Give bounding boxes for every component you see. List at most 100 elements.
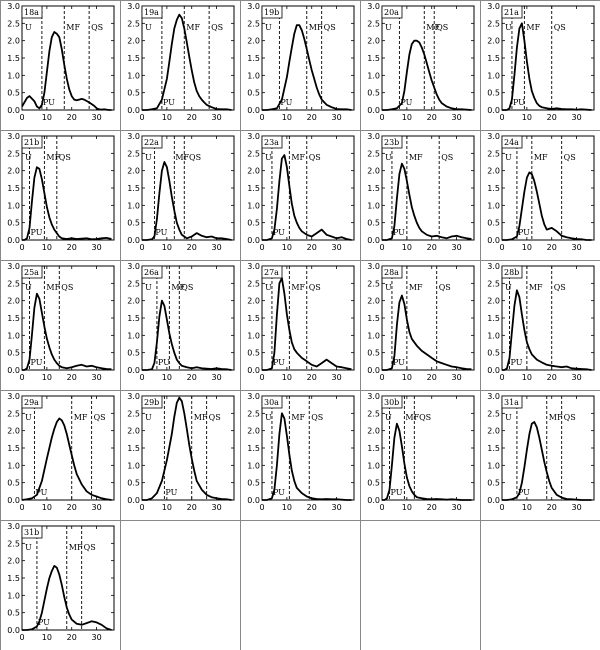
y-tick-label: 1.5 bbox=[487, 54, 500, 63]
region-label-qs: QS bbox=[91, 23, 103, 32]
x-tick-label: 20 bbox=[427, 373, 437, 382]
y-tick-label: 3.0 bbox=[247, 132, 260, 141]
y-tick-label: 2.0 bbox=[127, 167, 140, 176]
panel-label: 22a bbox=[144, 138, 159, 147]
region-label-qs: QS bbox=[59, 153, 71, 162]
region-label-mf: MF bbox=[69, 543, 83, 552]
x-tick-label: 20 bbox=[427, 503, 437, 512]
x-tick-label: 30 bbox=[572, 503, 582, 512]
region-label-u: U bbox=[145, 413, 152, 422]
panel-label-box bbox=[261, 395, 283, 409]
y-tick-label: 0.5 bbox=[247, 219, 260, 228]
y-tick-label: 3.0 bbox=[367, 132, 380, 141]
region-label-u: U bbox=[25, 283, 32, 292]
x-tick-label: 30 bbox=[212, 503, 222, 512]
x-tick-label: 10 bbox=[402, 503, 412, 512]
distribution-curve bbox=[22, 565, 112, 631]
y-tick-label: 3.0 bbox=[367, 2, 380, 11]
y-tick-label: 3.0 bbox=[7, 522, 20, 531]
x-tick-label: 20 bbox=[67, 113, 77, 122]
panel-31b: 0.0 0.5 1.0 1.5 2.0 2.5 3.0 0 10 20 30 U PU MF QS 31b bbox=[7, 522, 115, 642]
region-label-pu: PU bbox=[513, 98, 525, 107]
panel-label: 23a bbox=[264, 138, 279, 147]
y-tick-label: 0.5 bbox=[7, 89, 20, 98]
y-tick-label: 0.0 bbox=[367, 106, 380, 115]
y-tick-label: 1.0 bbox=[487, 71, 500, 80]
y-tick-label: 2.5 bbox=[487, 279, 500, 288]
panel-21b: 0.0 0.5 1.0 1.5 2.0 2.5 3.0 0 10 20 30 U PU MFQS 21b bbox=[7, 132, 115, 252]
y-tick-label: 2.0 bbox=[7, 557, 20, 566]
distribution-curve bbox=[502, 22, 592, 111]
panel-label: 24a bbox=[504, 138, 519, 147]
region-label-mf: MF bbox=[291, 283, 305, 292]
x-tick-label: 30 bbox=[92, 243, 102, 252]
y-tick-label: 2.0 bbox=[367, 167, 380, 176]
x-tick-label: 20 bbox=[547, 243, 557, 252]
region-label-u: U bbox=[25, 413, 32, 422]
x-tick-label: 0 bbox=[139, 113, 144, 122]
region-label-u: U bbox=[265, 413, 272, 422]
region-label-u: U bbox=[265, 23, 272, 32]
x-tick-label: 30 bbox=[572, 113, 582, 122]
region-label-mf: MF bbox=[171, 283, 185, 292]
y-tick-label: 3.0 bbox=[127, 2, 140, 11]
y-tick-label: 1.5 bbox=[127, 314, 140, 323]
y-tick-label: 2.0 bbox=[7, 167, 20, 176]
x-tick-label: 0 bbox=[379, 243, 384, 252]
y-tick-label: 1.5 bbox=[127, 184, 140, 193]
distribution-curve bbox=[502, 289, 592, 371]
region-label-pu: PU bbox=[518, 228, 530, 237]
x-tick-label: 10 bbox=[42, 503, 52, 512]
panel-30b: 0.0 0.5 1.0 1.5 2.0 2.5 3.0 0 10 20 30 U PU MFQS 30b bbox=[367, 392, 475, 512]
axes-frame bbox=[21, 5, 115, 111]
x-tick-label: 0 bbox=[19, 633, 24, 642]
y-tick-label: 1.5 bbox=[367, 54, 380, 63]
y-tick-label: 3.0 bbox=[487, 392, 500, 401]
panel-label-box bbox=[21, 5, 43, 19]
y-tick-label: 0.5 bbox=[127, 219, 140, 228]
region-label-mf: MF bbox=[291, 153, 305, 162]
y-tick-label: 2.5 bbox=[7, 409, 20, 418]
region-label-pu: PU bbox=[35, 488, 47, 497]
y-tick-label: 2.0 bbox=[7, 297, 20, 306]
x-tick-label: 10 bbox=[402, 243, 412, 252]
panel-label: 21a bbox=[504, 8, 519, 17]
panel-label: 30b bbox=[384, 398, 399, 407]
y-tick-label: 1.5 bbox=[247, 54, 260, 63]
x-tick-label: 0 bbox=[139, 243, 144, 252]
y-tick-label: 2.0 bbox=[127, 427, 140, 436]
x-tick-label: 20 bbox=[187, 373, 197, 382]
distribution-curve bbox=[142, 396, 232, 501]
axes-frame bbox=[21, 135, 115, 241]
distribution-curve bbox=[21, 31, 112, 111]
y-tick-label: 0.0 bbox=[127, 236, 140, 245]
region-label-pu: PU bbox=[165, 488, 177, 497]
panel-label: 18a bbox=[24, 8, 39, 17]
region-label-pu: PU bbox=[393, 358, 405, 367]
y-tick-label: 1.5 bbox=[487, 314, 500, 323]
y-tick-label: 3.0 bbox=[247, 262, 260, 271]
y-tick-label: 2.5 bbox=[247, 279, 260, 288]
y-tick-label: 0.0 bbox=[127, 496, 140, 505]
region-label-pu: PU bbox=[510, 358, 522, 367]
y-tick-label: 1.0 bbox=[127, 201, 140, 210]
distribution-curve bbox=[142, 299, 232, 371]
y-tick-label: 1.0 bbox=[7, 71, 20, 80]
x-tick-label: 10 bbox=[42, 243, 52, 252]
x-tick-label: 20 bbox=[427, 243, 437, 252]
region-label-qs: QS bbox=[211, 23, 223, 32]
panel-26a: 0.0 0.5 1.0 1.5 2.0 2.5 3.0 0 10 20 30 U PU MFQS 26a bbox=[127, 262, 235, 382]
distribution-curve bbox=[262, 154, 352, 241]
x-tick-label: 0 bbox=[259, 373, 264, 382]
region-label-qs: QS bbox=[324, 23, 336, 32]
y-tick-label: 3.0 bbox=[247, 2, 260, 11]
region-label-pu: PU bbox=[38, 618, 50, 627]
region-label-u: U bbox=[505, 413, 512, 422]
y-tick-label: 0.5 bbox=[7, 219, 20, 228]
y-tick-label: 2.0 bbox=[247, 427, 260, 436]
distribution-curve bbox=[262, 24, 352, 111]
x-tick-label: 10 bbox=[282, 373, 292, 382]
y-tick-label: 0.5 bbox=[247, 349, 260, 358]
y-tick-label: 3.0 bbox=[127, 132, 140, 141]
region-label-u: U bbox=[505, 23, 512, 32]
